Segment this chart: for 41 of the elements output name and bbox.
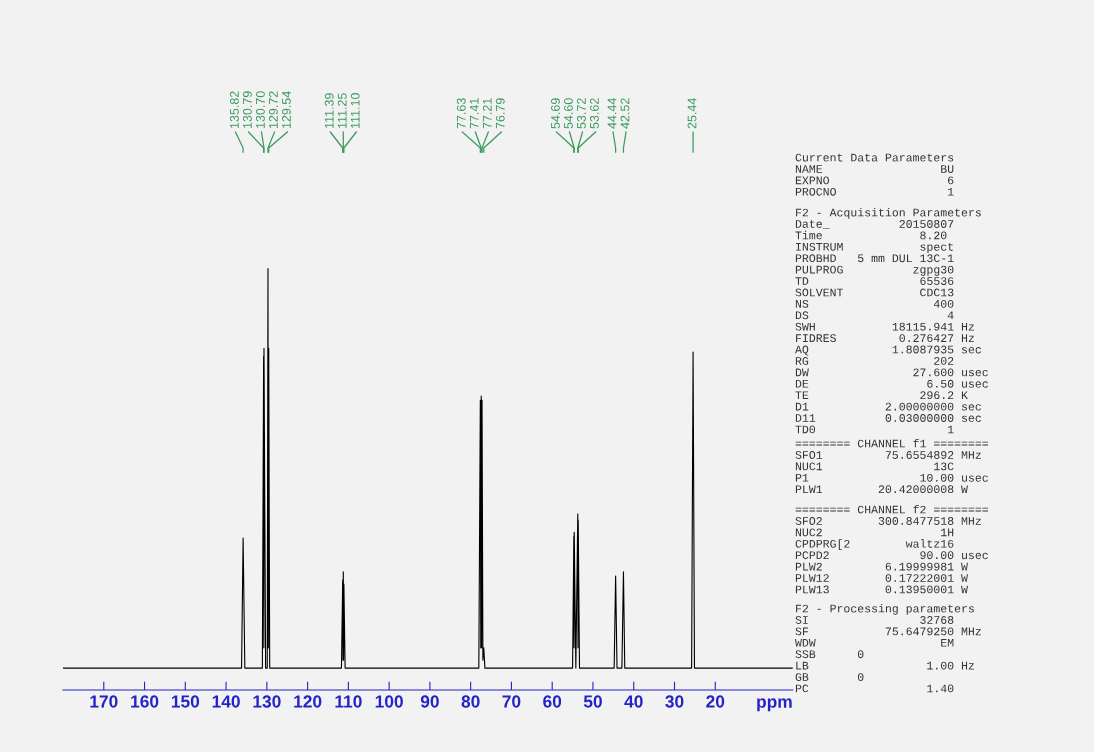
x-tick-label: 140 (212, 695, 240, 708)
text: 77.21 (482, 98, 492, 129)
text: 77.41 (469, 98, 479, 129)
text: 53.62 (590, 98, 599, 129)
x-tick-label: 60 (543, 695, 562, 708)
x-axis-title: ppm (757, 698, 792, 712)
text: 77.63 (456, 98, 466, 129)
x-tick-label: 150 (171, 695, 200, 708)
text: 135.82 (229, 91, 239, 129)
text: 129.54 (281, 91, 291, 129)
text: 42.52 (620, 98, 630, 129)
text: Current Data Parameters NAME BU EXPNO 6 PROCNO 1 (795, 153, 954, 196)
text: 25.44 (687, 98, 697, 129)
text: 44.44 (607, 98, 617, 129)
x-tick-label: 30 (665, 695, 684, 708)
text: 111.10 (350, 93, 360, 129)
x-tick-label: 70 (502, 695, 521, 708)
x-tick-label: 90 (420, 695, 439, 708)
x-tick-label: 170 (90, 695, 118, 708)
text: 54.69 (551, 98, 560, 129)
text: 129.72 (268, 91, 278, 129)
x-tick-label: 100 (375, 695, 403, 708)
text: 53.72 (577, 98, 586, 129)
x-tick-label: 130 (253, 695, 281, 708)
text: ======== CHANNEL f2 ======== SFO2 300.8477518 MHz NUC2 1H CPDPRG[2 waltz16 PCPD2 90.00 usec PLW2 6.19999981 W PLW12 0.17222001 W PLW13 0.13950001 W (795, 505, 989, 594)
text: 54.60 (564, 98, 573, 129)
text: 111.25 (337, 93, 347, 129)
text: F2 - Acquisition Parameters Date_ 20150807 Time 8.20 INSTRUM spect PROBHD 5 mm DUL 13C-1 PULPROG zgpg30 TD 65536 SOLVENT CDC13 NS 400 DS 4 SWH 18115.941 Hz FIDRES 0.276427 Hz AQ 1.8087935 sec RG 202 DW 27.600 usec DE 6.50 usec TE 296.2 K D1 2.00000000 sec D11 0.03000000 sec TD0 1 (795, 208, 988, 434)
text: 76.79 (495, 98, 505, 129)
x-tick-label: 80 (461, 695, 480, 708)
x-tick-label: 120 (294, 695, 322, 708)
x-tick-label: 110 (335, 695, 362, 708)
text: F2 - Processing parameters SI 32768 SF 75.6479250 MHz WDW EM SSB 0 LB 1.00 Hz GB 0 PC 1.40 (795, 604, 981, 693)
text: 111.39 (324, 93, 334, 129)
x-tick-label: 20 (706, 695, 725, 708)
x-tick-label: 40 (624, 695, 643, 708)
text: 130.79 (242, 91, 252, 129)
text: ======== CHANNEL f1 ======== SFO1 75.6554892 MHz NUC1 13C P1 10.00 usec PLW1 20.42000008 W (795, 439, 989, 494)
text: 130.70 (255, 91, 265, 129)
x-tick-label: 50 (583, 695, 602, 708)
x-tick-label: 160 (131, 695, 159, 708)
